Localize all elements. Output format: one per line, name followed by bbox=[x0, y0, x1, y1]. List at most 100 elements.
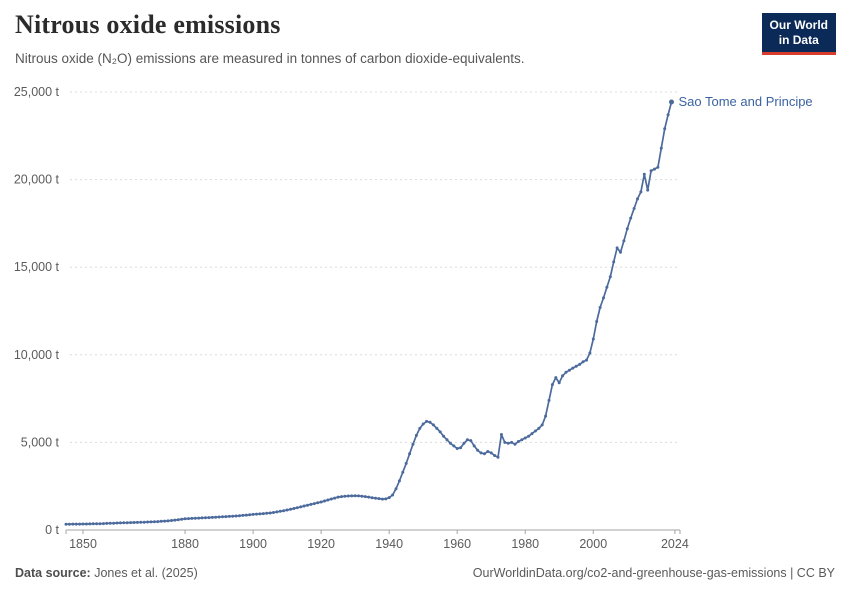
data-point-marker bbox=[159, 519, 163, 523]
x-axis-tick-label: 1850 bbox=[69, 537, 97, 551]
data-point-marker bbox=[139, 520, 143, 524]
data-point-marker bbox=[204, 516, 207, 520]
data-point-marker bbox=[646, 188, 650, 192]
data-point-marker bbox=[452, 444, 456, 448]
data-point-marker bbox=[540, 423, 544, 427]
data-point-marker bbox=[445, 438, 449, 442]
data-point-marker bbox=[64, 522, 68, 526]
owid-logo-line2: in Data bbox=[778, 33, 819, 47]
data-point-marker bbox=[619, 250, 622, 254]
data-point-marker bbox=[91, 522, 95, 526]
data-point-marker bbox=[391, 493, 395, 497]
data-point-marker bbox=[98, 522, 102, 526]
data-point-marker bbox=[265, 511, 269, 515]
data-point-marker bbox=[108, 521, 112, 525]
owid-logo[interactable]: Our World in Data bbox=[761, 13, 836, 55]
data-point-marker bbox=[567, 368, 571, 372]
data-point-marker bbox=[289, 507, 292, 511]
data-point-marker bbox=[653, 167, 656, 171]
data-point-marker bbox=[74, 522, 78, 526]
data-point-marker bbox=[207, 516, 211, 520]
data-point-marker bbox=[414, 433, 418, 437]
data-point-marker bbox=[71, 522, 75, 526]
data-point-marker bbox=[380, 497, 384, 501]
data-point-marker bbox=[496, 455, 500, 459]
data-point-marker bbox=[278, 509, 282, 513]
x-axis-tick-label: 2000 bbox=[579, 537, 607, 551]
data-point-marker bbox=[149, 520, 153, 524]
y-axis-tick-label: 10,000 t bbox=[14, 348, 60, 362]
data-point-marker bbox=[224, 515, 228, 519]
data-point-marker bbox=[479, 451, 483, 455]
data-point-marker bbox=[238, 514, 241, 518]
data-source-label: Data source: bbox=[15, 566, 91, 580]
data-point-marker bbox=[516, 440, 520, 443]
data-point-marker bbox=[442, 434, 446, 438]
footer-separator: | bbox=[786, 566, 797, 580]
data-point-marker bbox=[428, 420, 432, 424]
data-point-marker bbox=[251, 512, 255, 516]
data-point-marker bbox=[510, 440, 514, 444]
data-point-marker bbox=[200, 516, 204, 520]
x-axis-tick-label: 1880 bbox=[171, 537, 199, 551]
data-point-marker bbox=[649, 169, 653, 173]
data-point-marker bbox=[639, 190, 643, 194]
data-point-marker bbox=[612, 260, 616, 264]
data-point-marker bbox=[513, 442, 517, 446]
data-point-marker bbox=[550, 383, 554, 387]
data-point-marker bbox=[183, 517, 187, 521]
footer-license: CC BY bbox=[796, 566, 835, 580]
data-point-marker bbox=[193, 516, 197, 520]
x-axis-tick-label: 1960 bbox=[443, 537, 471, 551]
data-point-marker bbox=[346, 494, 350, 498]
data-point-marker bbox=[312, 502, 316, 506]
data-point-marker bbox=[503, 440, 507, 444]
x-axis-tick-label: 1940 bbox=[375, 537, 403, 551]
data-point-marker bbox=[132, 521, 136, 524]
data-point-marker bbox=[595, 320, 599, 323]
footer-attribution: OurWorldinData.org/co2-and-greenhouse-ga… bbox=[473, 566, 835, 580]
entity-label[interactable]: Sao Tome and Principe bbox=[678, 94, 812, 109]
data-point-marker bbox=[231, 514, 235, 518]
series-end-marker bbox=[668, 99, 674, 105]
y-axis-tick-label: 5,000 t bbox=[21, 435, 60, 449]
data-point-marker bbox=[316, 501, 320, 505]
data-point-marker bbox=[588, 351, 592, 355]
data-point-marker bbox=[401, 470, 405, 474]
x-axis-tick-label: 1980 bbox=[511, 537, 539, 551]
data-point-marker bbox=[394, 487, 398, 491]
y-axis-tick-label: 0 t bbox=[45, 523, 59, 537]
data-point-marker bbox=[537, 426, 541, 430]
data-point-marker bbox=[523, 436, 527, 440]
data-point-marker bbox=[336, 495, 340, 499]
data-point-marker bbox=[214, 515, 218, 519]
owid-logo-line1: Our World bbox=[769, 18, 828, 32]
data-point-marker bbox=[163, 519, 167, 523]
footer-url: OurWorldinData.org/co2-and-greenhouse-ga… bbox=[472, 566, 787, 580]
data-point-marker bbox=[605, 285, 609, 289]
page-title: Nitrous oxide emissions bbox=[15, 10, 281, 39]
data-point-marker bbox=[615, 246, 619, 250]
data-point-marker bbox=[329, 497, 333, 501]
data-point-marker bbox=[241, 513, 245, 517]
data-point-marker bbox=[547, 398, 551, 402]
data-point-marker bbox=[520, 438, 524, 442]
y-axis-tick-label: 25,000 t bbox=[14, 85, 60, 99]
data-point-marker bbox=[404, 461, 408, 465]
data-point-marker bbox=[173, 518, 177, 522]
data-point-marker bbox=[170, 519, 173, 522]
data-point-marker bbox=[101, 522, 105, 526]
data-point-marker bbox=[598, 306, 602, 309]
data-point-marker bbox=[258, 512, 262, 516]
emissions-line[interactable] bbox=[65, 101, 673, 526]
data-point-marker bbox=[84, 522, 88, 526]
data-point-marker bbox=[306, 503, 309, 507]
data-point-marker bbox=[489, 451, 493, 455]
data-point-marker bbox=[533, 429, 537, 433]
data-point-marker bbox=[81, 522, 85, 526]
data-point-marker bbox=[585, 358, 588, 362]
data-point-marker bbox=[353, 494, 357, 498]
data-point-marker bbox=[309, 502, 313, 506]
data-point-marker bbox=[180, 517, 184, 521]
